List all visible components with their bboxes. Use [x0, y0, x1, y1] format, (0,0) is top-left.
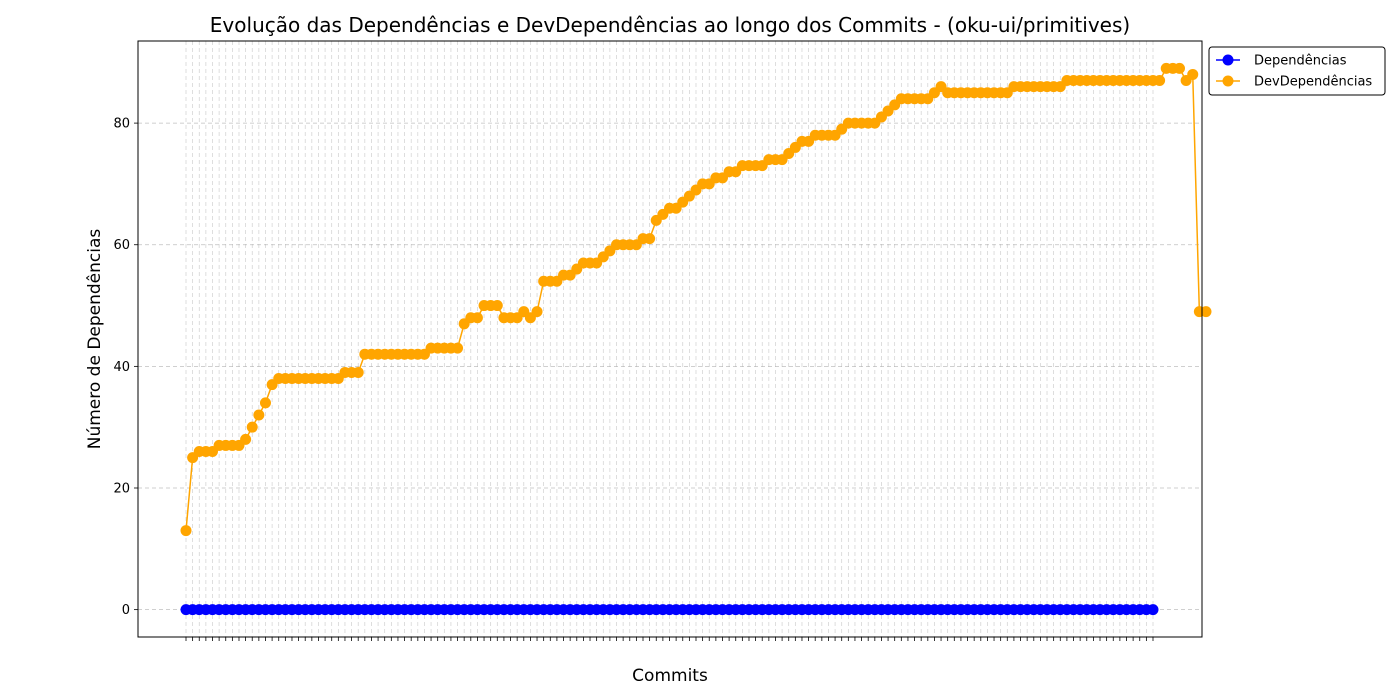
- data-point: [246, 421, 258, 433]
- x-grid: [185, 41, 1154, 637]
- y-tick-label: 80: [113, 117, 130, 132]
- legend-marker: [1222, 75, 1234, 87]
- data-point: [452, 342, 464, 354]
- data-point: [1154, 75, 1166, 87]
- series-1: [180, 62, 1212, 537]
- y-tick-label: 20: [113, 482, 130, 497]
- legend: Dependências DevDependências: [1208, 46, 1386, 96]
- series-layer: [180, 62, 1212, 616]
- series-0: [180, 604, 1159, 616]
- data-point: [1187, 68, 1199, 80]
- data-point: [491, 300, 503, 312]
- data-point: [644, 233, 656, 245]
- legend-marker: [1222, 54, 1234, 66]
- data-point: [259, 397, 271, 409]
- y-tick-label: 60: [113, 238, 130, 253]
- x-axis: [185, 637, 1154, 641]
- data-point: [253, 409, 265, 421]
- data-point: [531, 306, 543, 318]
- y-axis-label: Número de Dependências: [85, 229, 105, 450]
- y-grid: [138, 122, 1202, 611]
- data-point: [352, 366, 364, 378]
- data-point: [1173, 62, 1185, 74]
- y-tick-label: 0: [122, 603, 130, 618]
- data-point: [180, 525, 192, 537]
- x-axis-label: Commits: [632, 666, 708, 686]
- y-tick-label: 40: [113, 360, 130, 375]
- plot-frame: [137, 40, 1203, 638]
- data-point: [1147, 604, 1159, 616]
- legend-box: [1208, 46, 1386, 96]
- data-point: [1200, 306, 1212, 318]
- data-point: [240, 433, 252, 445]
- legend-label: Dependências: [1254, 54, 1347, 69]
- data-point: [471, 312, 483, 324]
- legend-label: DevDependências: [1254, 75, 1372, 90]
- y-axis: 0 20 40 60 80: [113, 117, 138, 618]
- chart-title: Evolução das Dependências e DevDependênc…: [210, 13, 1130, 37]
